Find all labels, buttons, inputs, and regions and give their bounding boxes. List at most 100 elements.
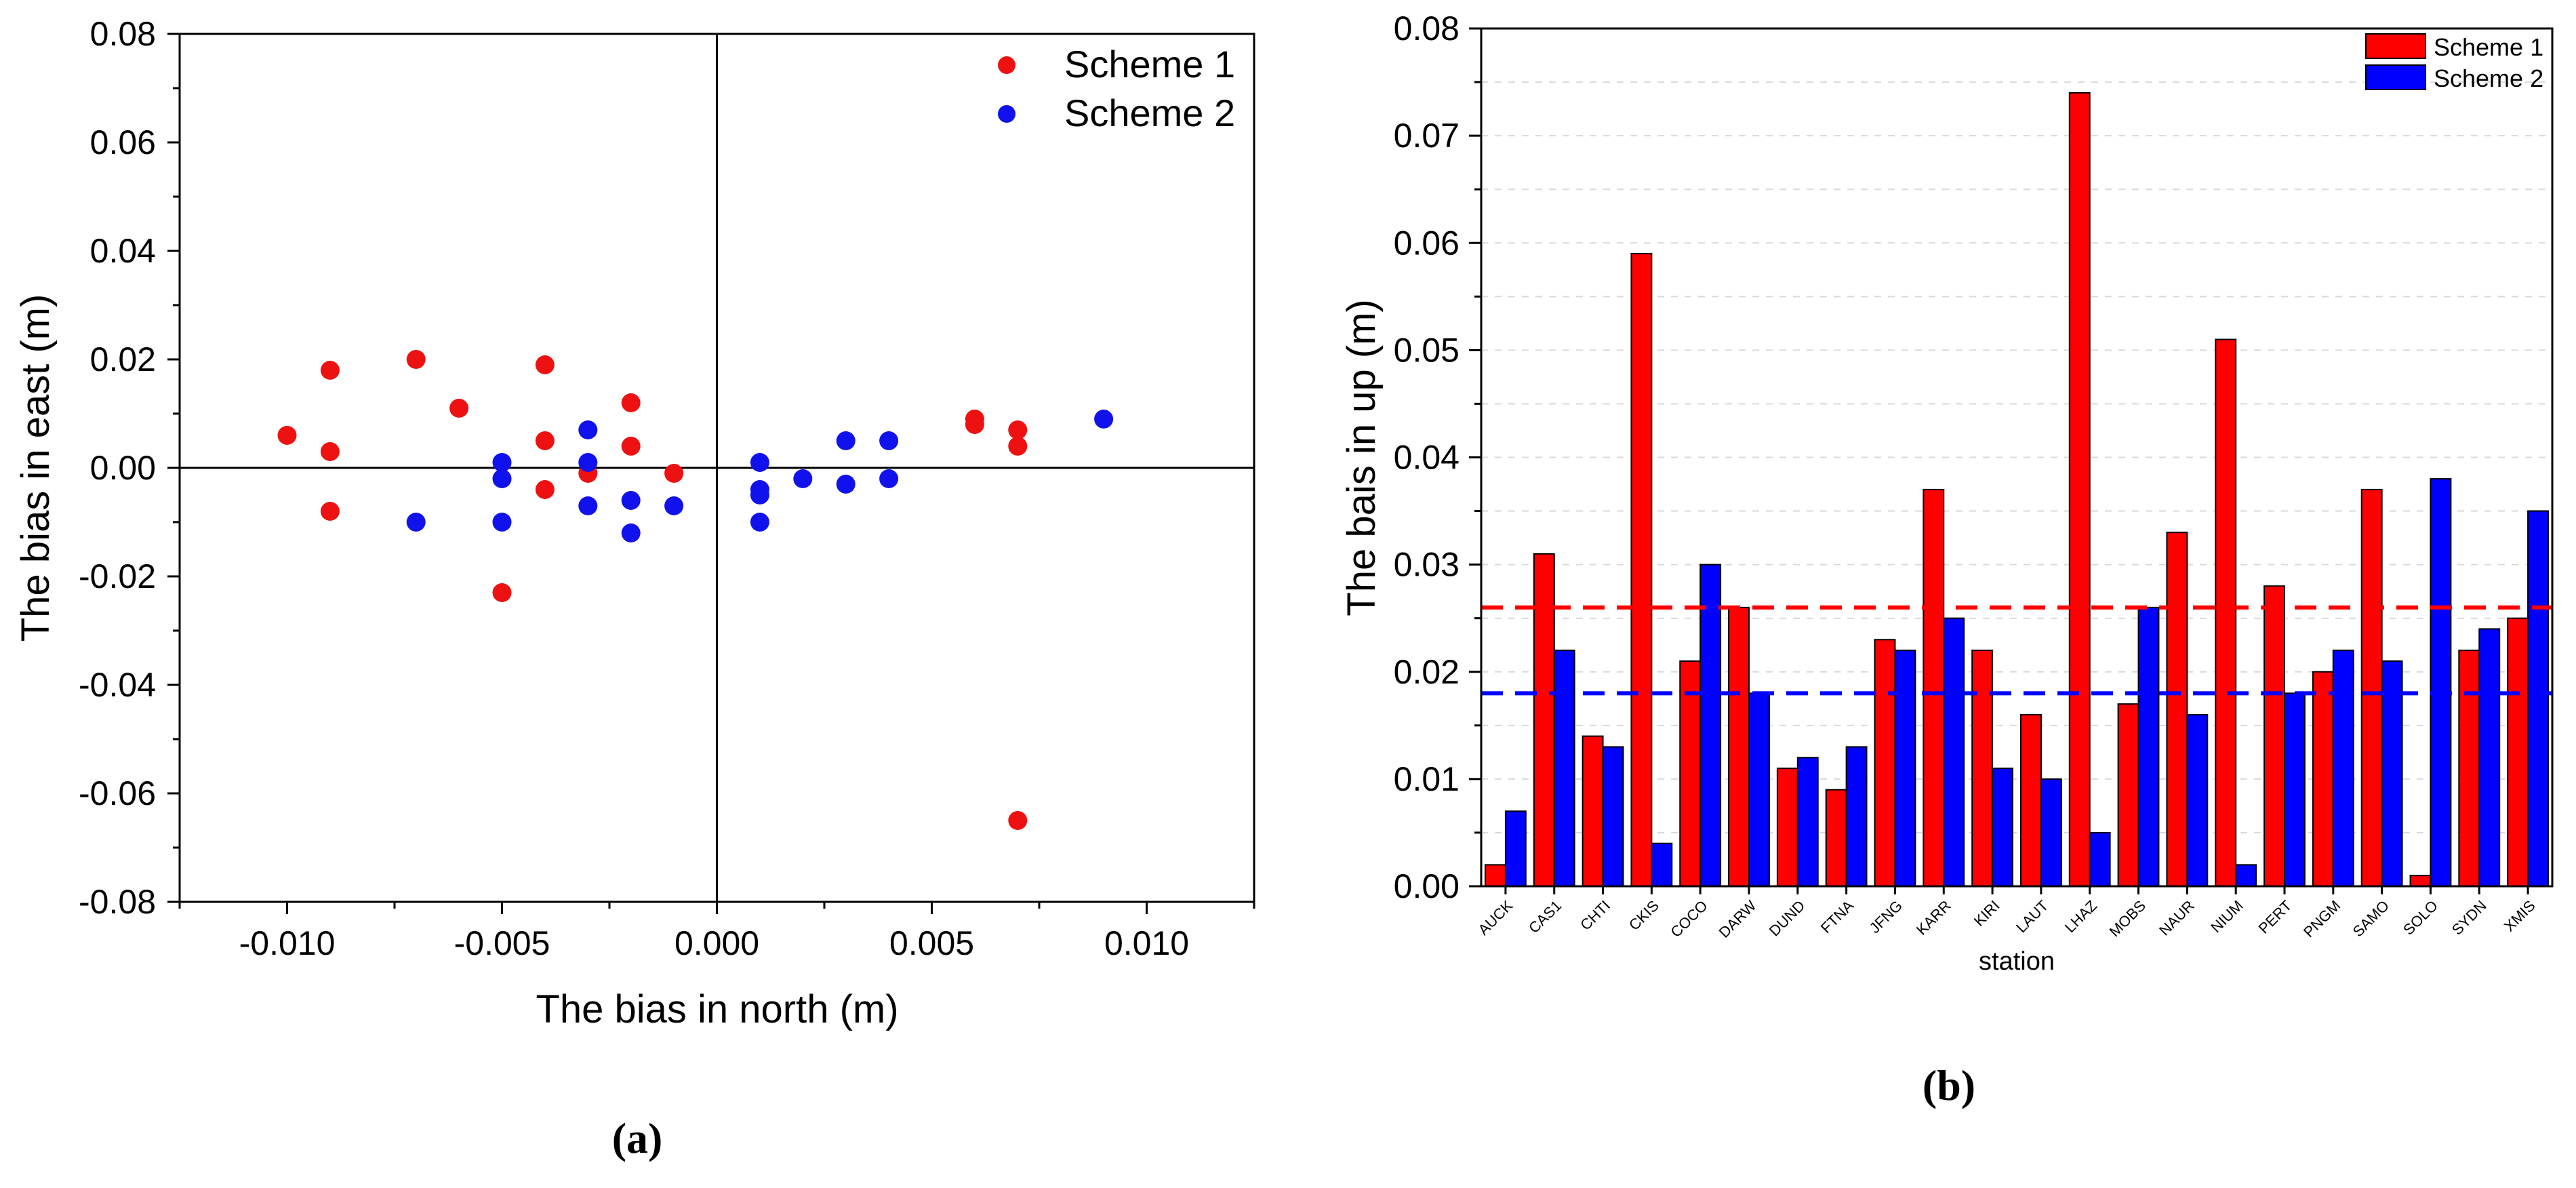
scatter-point-scheme-2 — [578, 453, 598, 472]
scatter-point-scheme-1 — [621, 393, 641, 412]
scatter-panel-a: -0.010 -0.005 0.000 0.005 0.010 -0.08 -0.06 -0.… — [14, 15, 1255, 1162]
legend-label-scheme-1: Scheme 1 — [1064, 43, 1235, 85]
scatter-y-axis-label: The bias in east (m) — [14, 294, 58, 642]
x-tick-label: -0.010 — [239, 924, 336, 962]
bar-lhaz-scheme-1 — [2068, 92, 2091, 887]
bar-auck-scheme-1 — [1485, 864, 1506, 887]
bar-pert-scheme-2 — [2284, 692, 2306, 887]
bar-sydn-scheme-1 — [2458, 650, 2480, 887]
bar-ftna-scheme-1 — [1825, 789, 1847, 887]
scatter-x-axis-label: The bias in north (m) — [536, 987, 898, 1031]
legend-swatch-scheme-1 — [2365, 33, 2426, 59]
scatter-point-scheme-1 — [320, 361, 340, 380]
y-tick-label: 0.04 — [90, 232, 156, 270]
scatter-point-scheme-2 — [836, 475, 856, 494]
y-tick-label: 0.02 — [1394, 653, 1460, 691]
y-tick-label: 0.04 — [1394, 439, 1460, 477]
scatter-point-scheme-1 — [449, 399, 469, 418]
station-tick-label: SAMO — [2350, 897, 2392, 940]
bar-naur-scheme-2 — [2186, 714, 2209, 887]
bar-ckis-scheme-1 — [1630, 253, 1653, 887]
scatter-point-scheme-2 — [406, 513, 426, 532]
scatter-point-scheme-1 — [1008, 811, 1028, 830]
bar-pngm-scheme-1 — [2312, 671, 2334, 887]
station-tick-label: CHTI — [1577, 897, 1613, 934]
bar-cas1-scheme-2 — [1553, 650, 1575, 887]
panel-label-a: (a) — [612, 1114, 663, 1162]
scatter-point-scheme-2 — [750, 513, 769, 532]
y-tick-label: -0.02 — [79, 557, 156, 595]
station-tick-label: XMIS — [2501, 897, 2539, 935]
bar-dund-scheme-2 — [1796, 757, 1819, 887]
bar-pngm-scheme-2 — [2332, 650, 2354, 887]
station-tick-label: FTNA — [1817, 897, 1857, 937]
scatter-point-scheme-2 — [1094, 410, 1114, 429]
y-tick-label: 0.01 — [1394, 760, 1460, 798]
bar-sydn-scheme-2 — [2478, 628, 2501, 887]
bar-mobs-scheme-2 — [2137, 606, 2160, 887]
station-tick-label: NIUM — [2207, 897, 2246, 936]
station-tick-label: NAUR — [2156, 897, 2198, 939]
scatter-point-scheme-1 — [320, 442, 340, 461]
bar-karr-scheme-2 — [1943, 617, 1965, 887]
scatter-point-scheme-2 — [492, 513, 512, 532]
bar-xmis-scheme-2 — [2527, 510, 2549, 887]
bar-chti-scheme-2 — [1602, 746, 1624, 887]
bar-solo-scheme-2 — [2430, 478, 2452, 887]
bar-naur-scheme-1 — [2166, 532, 2188, 887]
y-tick-label: 0.02 — [90, 340, 156, 378]
station-tick-label: LHAZ — [2061, 897, 2100, 936]
bar-mobs-scheme-1 — [2117, 703, 2139, 887]
bar-kiri-scheme-1 — [1971, 650, 1994, 887]
scatter-point-scheme-1 — [492, 583, 512, 602]
y-tick-label: 0.08 — [1394, 9, 1460, 47]
bar-y-axis-label: The bais in up (m) — [1340, 299, 1384, 616]
panel-label-b: (b) — [1923, 1061, 1975, 1109]
scatter-point-scheme-1 — [277, 426, 297, 445]
y-tick-label: -0.04 — [79, 666, 156, 704]
bar-dund-scheme-1 — [1776, 768, 1798, 887]
scatter-point-scheme-2 — [621, 523, 641, 542]
bar-solo-scheme-1 — [2409, 875, 2432, 887]
y-tick-label: 0.06 — [1394, 224, 1460, 262]
bar-karr-scheme-1 — [1923, 488, 1945, 887]
bar-legend: Scheme 1 Scheme 2 — [2365, 33, 2543, 92]
y-tick-label: 0.08 — [90, 15, 156, 53]
station-tick-label: SYDN — [2449, 897, 2490, 938]
bar-pert-scheme-1 — [2263, 585, 2285, 887]
bar-laut-scheme-2 — [2040, 778, 2062, 887]
station-tick-label: DARW — [1716, 897, 1760, 941]
bar-samo-scheme-1 — [2360, 488, 2383, 887]
scatter-point-scheme-2 — [750, 453, 769, 472]
bar-jfng-scheme-2 — [1894, 650, 1916, 887]
scatter-point-scheme-1 — [621, 437, 641, 456]
scatter-point-scheme-2 — [879, 469, 899, 488]
legend-label-scheme-1-bar: Scheme 1 — [2434, 33, 2543, 61]
legend-label-scheme-2-bar: Scheme 2 — [2434, 64, 2543, 92]
bar-coco-scheme-2 — [1699, 563, 1722, 887]
bar-auck-scheme-2 — [1504, 810, 1527, 887]
scatter-point-scheme-2 — [750, 486, 769, 504]
scatter-point-scheme-1 — [1008, 420, 1028, 439]
scatter-point-scheme-2 — [664, 496, 684, 515]
scatter-point-scheme-2 — [836, 431, 856, 450]
station-tick-label: COCO — [1667, 897, 1710, 941]
x-tick-label: -0.005 — [454, 924, 550, 962]
y-tick-label: 0.03 — [1394, 546, 1460, 584]
scatter-point-scheme-1 — [406, 350, 426, 369]
bar-panel-b: 0.00 0.01 0.02 0.03 0.04 0.05 0.06 0.07 0.08 AUCK… — [1340, 9, 2554, 1109]
legend-marker-scheme-2 — [998, 105, 1015, 123]
x-tick-label: 0.010 — [1104, 924, 1189, 962]
station-tick-label: KARR — [1913, 897, 1954, 938]
scatter-point-scheme-1 — [535, 480, 555, 499]
scatter-point-scheme-1 — [1008, 437, 1028, 456]
legend-label-scheme-2: Scheme 2 — [1064, 92, 1235, 134]
scatter-point-scheme-1 — [320, 502, 340, 521]
scatter-point-scheme-1 — [664, 464, 684, 483]
y-tick-label: 0.05 — [1394, 331, 1460, 369]
bar-ftna-scheme-2 — [1845, 746, 1868, 887]
bar-jfng-scheme-1 — [1874, 639, 1896, 887]
station-tick-label: AUCK — [1475, 897, 1516, 938]
station-tick-label: KIRI — [1971, 897, 2003, 930]
y-tick-label: 0.00 — [90, 449, 156, 487]
